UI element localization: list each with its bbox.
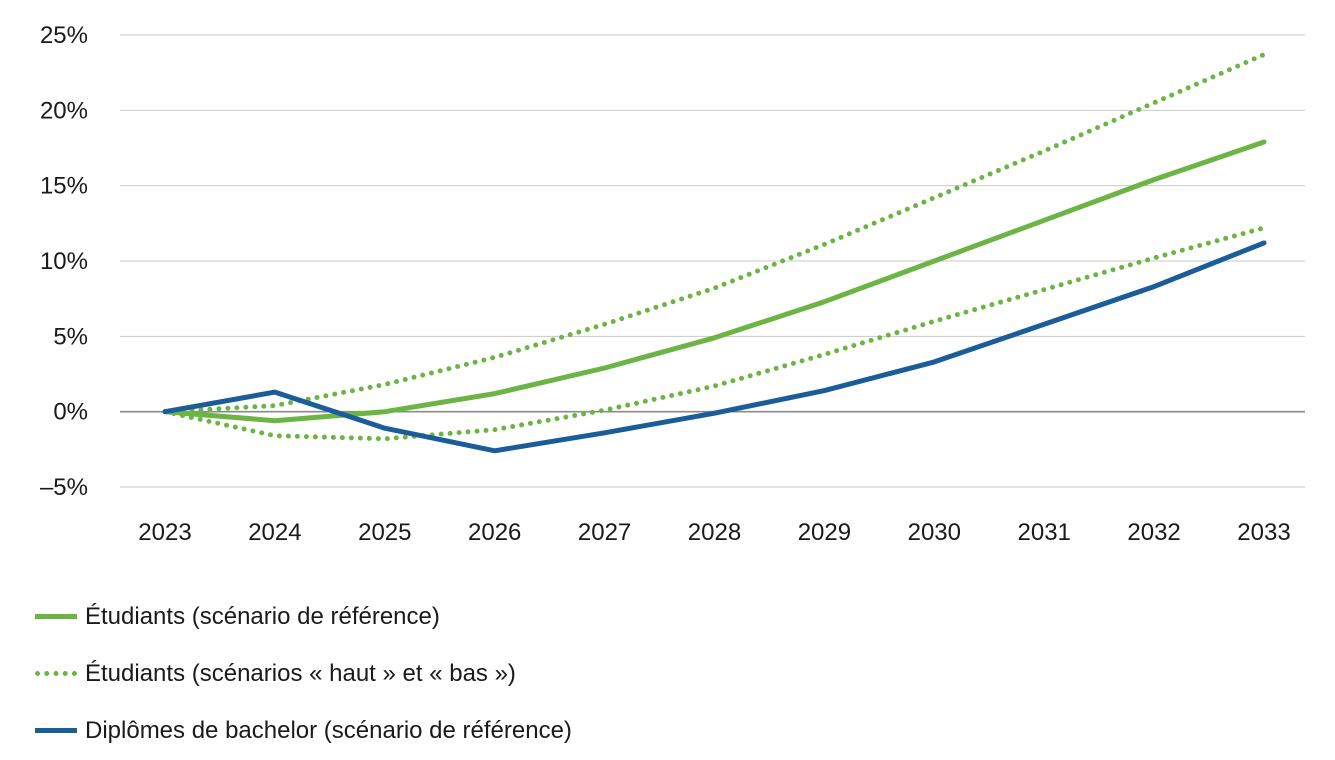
series-line-dotted	[162, 52, 1267, 415]
legend-item-bachelor-reference: Diplômes de bachelor (scénario de référe…	[35, 702, 572, 759]
legend: Étudiants (scénario de référence) Étudia…	[35, 588, 572, 759]
x-tick-label: 2032	[1127, 519, 1180, 546]
y-tick-label: 5%	[53, 323, 88, 350]
legend-label: Diplômes de bachelor (scénario de référe…	[85, 716, 572, 744]
series-lines	[162, 52, 1267, 454]
x-tick-label: 2033	[1237, 519, 1290, 546]
x-tick-label: 2030	[908, 519, 961, 546]
legend-swatch-solid-green	[35, 614, 77, 619]
series-line-solid	[162, 139, 1267, 424]
legend-swatch-dotted-green	[35, 671, 77, 676]
x-axis-tick-labels: 2023 2024 2025 2026 2027 2028 2029 2030 2031 2032…	[138, 519, 1290, 546]
line-chart: –5% 0% 5% 10% 15% 20% 25% 2023 2024 2025 2026 2027…	[40, 22, 1305, 546]
y-tick-label: 10%	[40, 248, 88, 275]
legend-swatch-solid-blue	[35, 728, 77, 733]
series-line-dotted	[162, 225, 1267, 442]
y-tick-label: 20%	[40, 97, 88, 124]
series-line-solid	[162, 240, 1267, 454]
y-tick-label: 15%	[40, 173, 88, 200]
x-tick-label: 2028	[688, 519, 741, 546]
x-tick-label: 2027	[578, 519, 631, 546]
y-tick-label: 0%	[53, 399, 88, 426]
x-tick-label: 2024	[248, 519, 301, 546]
x-tick-label: 2023	[138, 519, 191, 546]
legend-label: Étudiants (scénario de référence)	[85, 602, 440, 630]
y-axis-tick-labels: –5% 0% 5% 10% 15% 20% 25%	[40, 22, 88, 501]
y-tick-label: –5%	[40, 474, 88, 501]
x-tick-label: 2026	[468, 519, 521, 546]
x-tick-label: 2031	[1018, 519, 1071, 546]
y-tick-label: 25%	[40, 22, 88, 49]
legend-label: Étudiants (scénarios « haut » et « bas »…	[85, 659, 516, 687]
x-tick-label: 2025	[358, 519, 411, 546]
legend-item-students-high-low: Étudiants (scénarios « haut » et « bas »…	[35, 645, 572, 702]
x-tick-label: 2029	[798, 519, 851, 546]
legend-item-students-reference: Étudiants (scénario de référence)	[35, 588, 572, 645]
